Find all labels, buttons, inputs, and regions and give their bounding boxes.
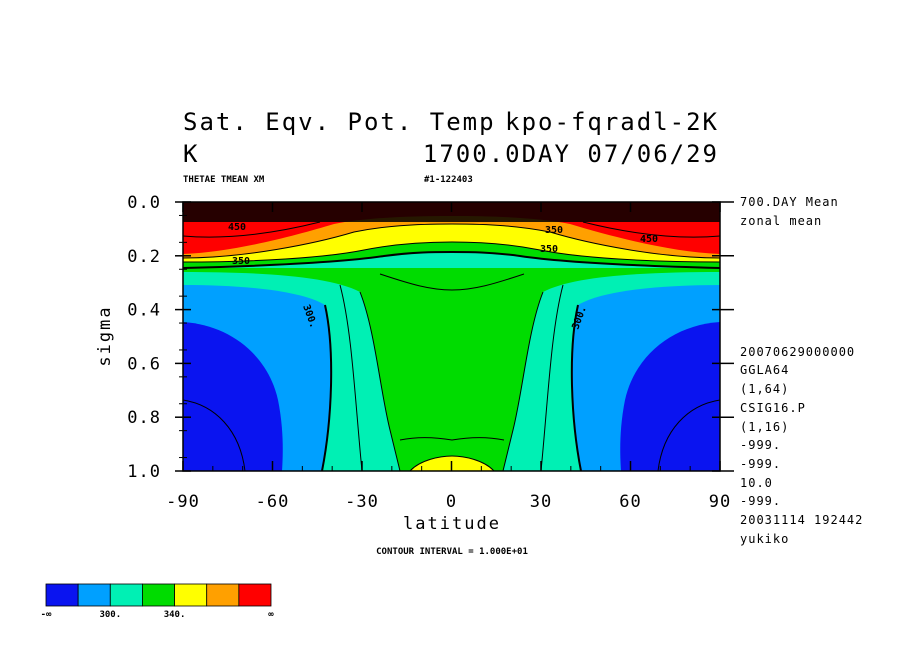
y-tick-label: 1.0 [127, 462, 161, 482]
colorbar-swatch [206, 583, 240, 607]
title-line2-right: 1700.0DAY 07/06/29 [423, 140, 719, 168]
contour-high-left [183, 221, 321, 238]
side-info-line: CSIG16.P [740, 401, 806, 415]
contour-300-left [321, 304, 333, 471]
subtitle-right: #1-122403 [424, 175, 473, 185]
contour-350 [183, 251, 720, 269]
contour-280-right [657, 399, 720, 471]
contour-370 [183, 223, 720, 259]
contour-305-left [339, 284, 363, 471]
contour-335-upper [379, 273, 525, 291]
contour-360 [183, 241, 720, 263]
contour-280-left [183, 399, 246, 471]
y-tick-label: 0.2 [127, 247, 161, 267]
title-line1-left: Sat. Eqv. Pot. Temp [183, 108, 496, 136]
contour-300-right [570, 304, 582, 471]
side-info-line: zonal mean [740, 214, 822, 228]
colorbar-label: -∞ [41, 610, 52, 620]
side-info-line: 20031114 192442 [740, 513, 863, 527]
x-tick-label: -60 [256, 492, 290, 512]
y-axis-title: sigma [95, 305, 115, 366]
side-info-line: yukiko [740, 532, 789, 546]
y-tick-label: 0.8 [127, 408, 161, 428]
colorbar: -∞ 300. 340. ∞ [41, 583, 274, 620]
title-line1-right: kpo-fqradl-2K [505, 108, 719, 136]
title-line2-left: K [183, 140, 199, 168]
x-tick-label: -30 [345, 492, 379, 512]
contour-label-350-right: 350 [540, 244, 558, 255]
contour-335-lower [399, 437, 505, 441]
side-info-line: GGLA64 [740, 363, 789, 377]
colorbar-swatch [77, 583, 111, 607]
colorbar-label: 340. [164, 610, 186, 620]
y-axis: 0.0 0.2 0.4 0.6 0.8 1.0 [127, 193, 734, 482]
contour-interval-note: CONTOUR INTERVAL = 1.000E+01 [376, 547, 528, 557]
x-axis: -90 -60 -30 0 30 60 90 [166, 202, 731, 512]
side-info-line: 20070629000000 [740, 345, 855, 359]
contour-label-450-right: 450 [640, 234, 658, 245]
side-info-line: 700.DAY Mean [740, 195, 839, 209]
contour-340-surface [409, 455, 495, 471]
subtitle-left: THETAE TMEAN XM [183, 175, 265, 185]
x-tick-label: 0 [446, 492, 457, 512]
region-cold-right [620, 322, 720, 471]
x-axis-title: latitude [403, 514, 501, 534]
contour-310-left [359, 291, 401, 471]
colorbar-swatch [238, 583, 272, 607]
contour-label-350-top: 350 [545, 225, 563, 236]
side-info-panel: 700.DAY Mean zonal mean 20070629000000 GGLA… [740, 195, 863, 546]
x-tick-label: 60 [619, 492, 641, 512]
contour-high-right [582, 221, 720, 238]
side-info-line: (1,64) [740, 382, 789, 396]
y-tick-label: 0.6 [127, 354, 161, 374]
contour-lines [183, 221, 720, 471]
colorbar-label: ∞ [268, 610, 274, 620]
contour-plot-area: 300. 300. 350 350 350 450 450 [182, 201, 721, 472]
x-tick-label: 90 [709, 492, 731, 512]
x-tick-label: 30 [530, 492, 552, 512]
x-tick-label: -90 [166, 492, 200, 512]
colorbar-swatch [45, 583, 79, 607]
side-info-line: -999. [740, 494, 781, 508]
colorbar-swatch [174, 583, 208, 607]
side-info-line: (1,16) [740, 420, 789, 434]
side-info-line: -999. [740, 438, 781, 452]
side-info-line: 10.0 [740, 476, 773, 490]
region-cold-left [183, 322, 283, 471]
colorbar-label: 300. [99, 610, 121, 620]
side-info-line: -999. [740, 457, 781, 471]
colorbar-swatch [109, 583, 143, 607]
y-tick-label: 0.0 [127, 193, 161, 213]
contour-305-right [540, 284, 564, 471]
colorbar-swatch [142, 583, 175, 607]
y-tick-label: 0.4 [127, 301, 161, 321]
contour-label-450-left: 450 [228, 222, 246, 233]
contour-310-right [502, 291, 544, 471]
contour-label-350-left: 350 [232, 256, 250, 267]
